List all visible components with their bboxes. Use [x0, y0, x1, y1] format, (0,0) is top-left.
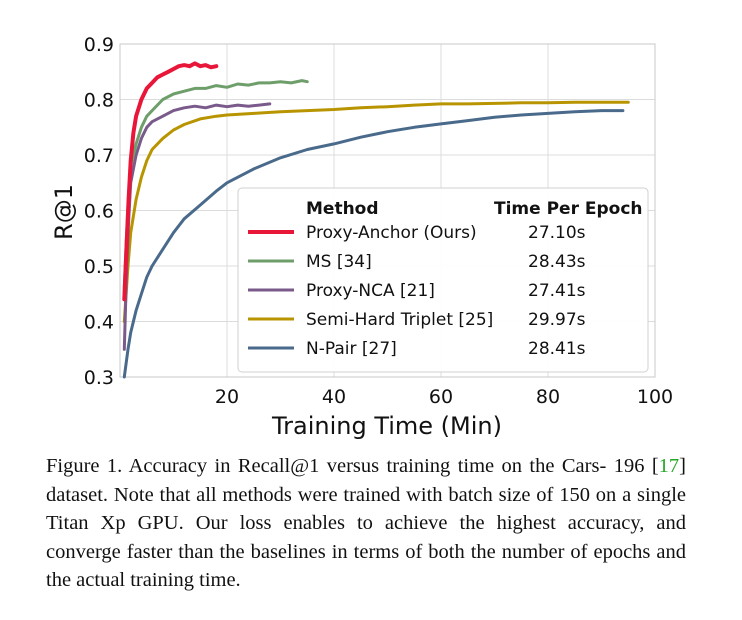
- caption-rest: size of 150 on a single Titan Xp GPU. Ou…: [46, 483, 687, 592]
- legend-time-per-epoch: 29.97s: [528, 310, 586, 330]
- legend: Method Time Per Epoch Proxy-Anchor (Ours…: [237, 187, 649, 373]
- legend-time-per-epoch: 28.43s: [528, 252, 586, 272]
- x-tick-label: 80: [536, 386, 560, 408]
- caption-citation-link[interactable]: 17: [658, 455, 680, 477]
- y-tick-label: 0.9: [84, 34, 114, 56]
- y-tick-label: 0.5: [84, 256, 114, 278]
- caption-line2-post: ] dataset. Note that all methods were tr…: [46, 455, 686, 506]
- chart-svg: 20 40 60 80 100 0.3 0.4 0.5 0.6 0.7 0.8 0.9 Trainin…: [50, 34, 673, 440]
- y-tick-label: 0.4: [84, 312, 114, 334]
- series-line: [122, 61, 219, 302]
- legend-series-name: Proxy-NCA [21]: [306, 281, 435, 301]
- legend-box: [237, 187, 649, 373]
- x-tick-label: 60: [429, 386, 453, 408]
- y-tick-label: 0.7: [84, 145, 114, 167]
- figure-caption: Figure 1. Accuracy in Recall@1 versus tr…: [46, 452, 686, 595]
- axis-ticks: 20 40 60 80 100 0.3 0.4 0.5 0.6 0.7 0.8 0.9: [84, 34, 673, 408]
- x-tick-label: 20: [215, 386, 239, 408]
- legend-time-per-epoch: 28.41s: [528, 339, 586, 359]
- series-lines: [122, 61, 630, 379]
- legend-series-name: Proxy-Anchor (Ours): [306, 223, 477, 243]
- legend-series-name: N-Pair [27]: [306, 339, 397, 359]
- legend-time-per-epoch: 27.10s: [528, 223, 586, 243]
- legend-header-method: Method: [306, 199, 379, 219]
- legend-series-name: MS [34]: [306, 252, 372, 272]
- series-line: [122, 100, 630, 323]
- legend-time-per-epoch: 27.41s: [528, 281, 586, 301]
- x-axis-label: Training Time (Min): [271, 412, 502, 440]
- y-tick-label: 0.3: [84, 367, 114, 389]
- y-tick-label: 0.6: [84, 201, 114, 223]
- plot-frame: [119, 43, 656, 378]
- caption-line2-pre: 196 [: [613, 455, 659, 477]
- legend-series-name: Semi-Hard Triplet [25]: [306, 310, 493, 330]
- y-axis-label: R@1: [50, 184, 78, 240]
- series-line: [122, 79, 309, 290]
- x-tick-label: 40: [322, 386, 346, 408]
- y-tick-label: 0.8: [84, 90, 114, 112]
- series-line: [122, 109, 625, 379]
- legend-header-time: Time Per Epoch: [494, 199, 643, 219]
- caption-line1: Figure 1. Accuracy in Recall@1 versus tr…: [46, 455, 607, 477]
- x-tick-label: 100: [637, 386, 673, 408]
